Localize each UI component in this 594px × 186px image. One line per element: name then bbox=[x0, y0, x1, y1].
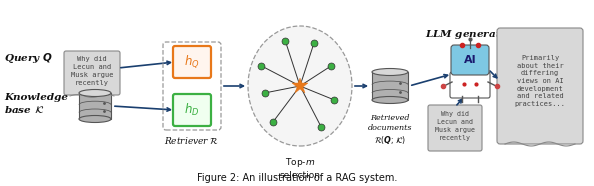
Ellipse shape bbox=[248, 26, 352, 146]
Text: Query $\boldsymbol{Q}$: Query $\boldsymbol{Q}$ bbox=[4, 51, 53, 65]
Text: Top-$m$
selection: Top-$m$ selection bbox=[280, 156, 321, 180]
Text: Figure 2: An illustration of a RAG system.: Figure 2: An illustration of a RAG syste… bbox=[197, 173, 397, 183]
Text: Why did
Lecun and
Musk argue
recently: Why did Lecun and Musk argue recently bbox=[71, 56, 113, 86]
Text: Retrieved
documents
$\mathcal{R}(\boldsymbol{Q};\mathcal{K})$: Retrieved documents $\mathcal{R}(\boldsy… bbox=[368, 114, 412, 147]
Ellipse shape bbox=[372, 97, 408, 103]
Text: $h_Q$: $h_Q$ bbox=[184, 54, 200, 70]
FancyBboxPatch shape bbox=[173, 94, 211, 126]
Text: LLM generator $\boldsymbol{f_{\theta}}$: LLM generator $\boldsymbol{f_{\theta}}$ bbox=[425, 27, 526, 41]
Ellipse shape bbox=[372, 68, 408, 76]
Bar bbox=[79, 93, 111, 119]
Text: AI: AI bbox=[464, 55, 476, 65]
FancyBboxPatch shape bbox=[450, 72, 490, 98]
FancyBboxPatch shape bbox=[428, 105, 482, 151]
Text: Why did
Lecun and
Musk argue
recently: Why did Lecun and Musk argue recently bbox=[435, 111, 475, 141]
FancyBboxPatch shape bbox=[497, 28, 583, 144]
FancyBboxPatch shape bbox=[451, 45, 489, 75]
FancyBboxPatch shape bbox=[64, 51, 120, 95]
FancyBboxPatch shape bbox=[173, 46, 211, 78]
Ellipse shape bbox=[79, 116, 111, 123]
Text: $h_D$: $h_D$ bbox=[184, 102, 200, 118]
Text: Retriever $\mathcal{R}$: Retriever $\mathcal{R}$ bbox=[165, 135, 220, 146]
Bar bbox=[372, 72, 408, 100]
Text: Primarily
about their
differing
views on AI
development
and related
practices...: Primarily about their differing views on… bbox=[514, 55, 565, 107]
Ellipse shape bbox=[79, 89, 111, 97]
Text: Knowledge
base $\mathcal{K}$: Knowledge base $\mathcal{K}$ bbox=[4, 93, 68, 115]
